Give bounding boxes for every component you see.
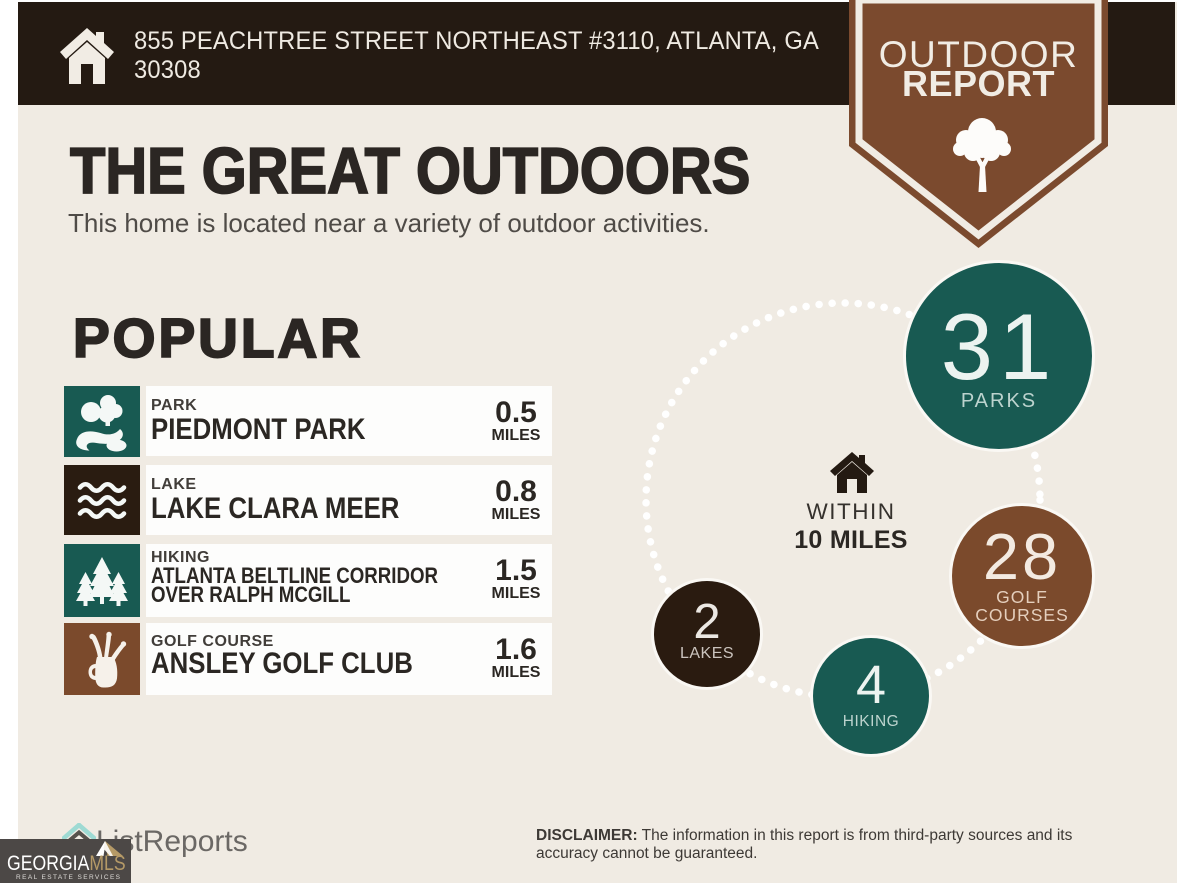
svg-text:OUTDOOR: OUTDOOR xyxy=(879,34,1079,75)
svg-text:REPORT: REPORT xyxy=(902,63,1055,104)
